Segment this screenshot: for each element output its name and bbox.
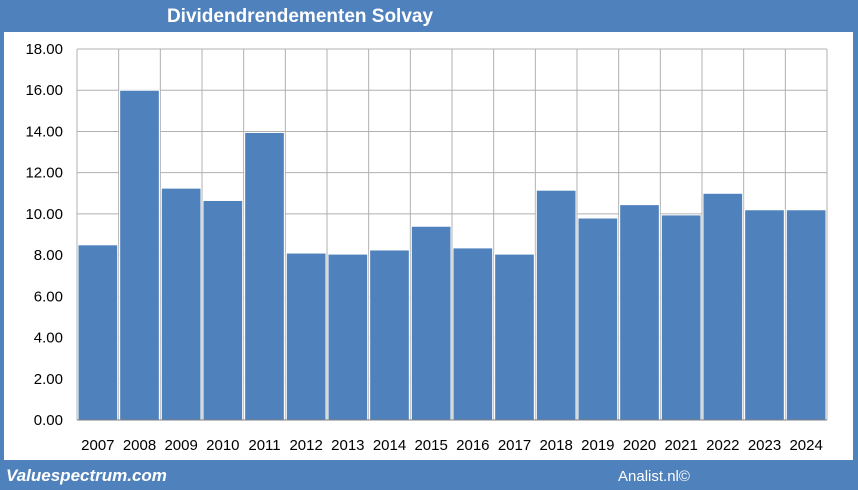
y-tick-label: 14.00 (25, 123, 63, 140)
bar (785, 209, 827, 421)
bar (535, 189, 577, 421)
x-tick-label: 2016 (456, 437, 489, 454)
footer-source-left: Valuespectrum.com (6, 466, 167, 485)
bar (285, 252, 327, 421)
y-tick-label: 12.00 (25, 165, 63, 182)
bar (410, 225, 452, 421)
bar (702, 192, 744, 421)
y-tick-label: 2.00 (34, 371, 63, 388)
bar (452, 247, 494, 421)
y-tick-label: 6.00 (34, 288, 63, 305)
x-tick-label: 2019 (581, 437, 614, 454)
x-tick-label: 2011 (248, 437, 280, 454)
bar (494, 253, 535, 421)
bar (327, 253, 369, 421)
bar (660, 214, 702, 421)
x-tick-label: 2007 (81, 437, 114, 454)
bar (77, 244, 119, 421)
bar (619, 204, 660, 421)
footer-source-right: Analist.nl© (618, 468, 690, 485)
bar (119, 89, 160, 421)
x-tick-label: 2015 (414, 437, 447, 454)
x-tick-label: 2010 (206, 437, 239, 454)
bar (160, 187, 202, 421)
bar (369, 249, 410, 421)
bar (577, 217, 619, 421)
bar (244, 131, 285, 421)
y-tick-label: 16.00 (25, 82, 63, 99)
y-tick-label: 18.00 (25, 41, 63, 58)
y-tick-label: 4.00 (34, 330, 63, 347)
y-tick-label: 10.00 (25, 206, 63, 223)
bar (202, 199, 244, 421)
x-tick-label: 2012 (289, 437, 322, 454)
y-tick-label: 0.00 (34, 412, 63, 429)
x-tick-label: 2023 (748, 437, 781, 454)
chart-title: Dividendrendementen Solvay (166, 6, 434, 27)
y-tick-label: 8.00 (34, 247, 63, 264)
x-tick-label: 2024 (789, 437, 822, 454)
x-tick-label: 2009 (164, 437, 197, 454)
x-tick-label: 2021 (664, 437, 697, 454)
x-tick-label: 2020 (623, 437, 656, 454)
x-tick-label: 2008 (123, 437, 156, 454)
bar (744, 209, 785, 421)
x-tick-label: 2018 (539, 437, 572, 454)
x-tick-label: 2013 (331, 437, 364, 454)
x-tick-label: 2017 (498, 437, 531, 454)
x-tick-label: 2022 (706, 437, 739, 454)
x-tick-label: 2014 (373, 437, 406, 454)
